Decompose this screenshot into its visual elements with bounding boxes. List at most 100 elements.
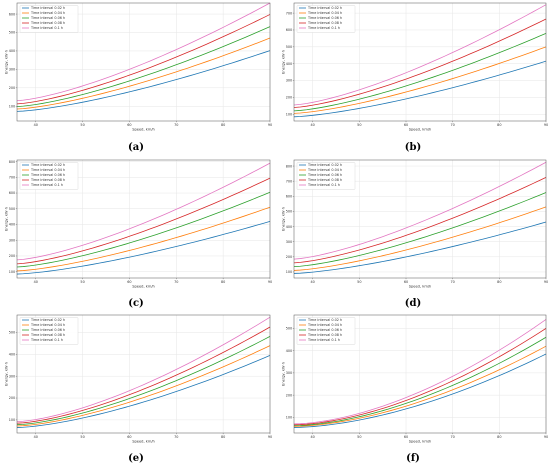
y-tick-label: 100	[9, 270, 15, 274]
panel-caption: (a)	[128, 142, 144, 153]
legend-box	[296, 317, 356, 345]
y-tick-label: 500	[286, 210, 292, 214]
y-tick-label: 200	[9, 396, 15, 400]
legend-entry: Time interval 0.08 h	[30, 21, 65, 25]
x-tick-label: 60	[127, 435, 131, 439]
x-axis-label: Speed, km/h	[132, 285, 155, 289]
legend-entry: Time interval 0.06 h	[30, 173, 65, 177]
series-line	[16, 326, 271, 424]
panel-caption: (b)	[405, 142, 421, 153]
y-tick-label: 500	[9, 331, 15, 335]
chart-panel: 40 50 60 70 80 90 100 200 300 400 500 Speed, km/h En…	[282, 314, 548, 464]
y-axis-label: Energy, kW·h	[5, 207, 9, 231]
y-tick-label: 100	[9, 104, 15, 108]
series-line	[293, 18, 547, 108]
x-tick-label: 40	[311, 435, 315, 439]
y-tick-label: 300	[9, 238, 15, 242]
y-axis-label: Energy, kW·h	[282, 362, 286, 386]
legend-entry: Time interval 0.04 h	[307, 168, 342, 172]
y-tick-label: 200	[9, 86, 15, 90]
y-tick-label: 400	[286, 62, 292, 66]
panel-caption: (d)	[405, 298, 421, 309]
x-tick-label: 40	[311, 123, 315, 127]
x-tick-label: 50	[80, 280, 84, 284]
legend-entry: Time interval 0.1 h	[307, 26, 340, 30]
y-tick-label: 200	[9, 254, 15, 258]
x-tick-label: 70	[174, 123, 178, 127]
y-tick-label: 300	[286, 240, 292, 244]
legend-entry: Time interval 0.06 h	[307, 173, 342, 177]
y-tick-label: 600	[9, 191, 15, 195]
legend-entry: Time interval 0.1 h	[307, 183, 340, 187]
x-axis-label: Speed, km/h	[409, 440, 432, 444]
legend-entry: Time interval 0.1 h	[307, 338, 340, 342]
x-tick-label: 70	[174, 280, 178, 284]
legend-box	[296, 162, 356, 190]
y-tick-label: 100	[286, 112, 292, 116]
series-line	[293, 345, 547, 427]
legend-entry: Time interval 0.08 h	[307, 178, 342, 182]
series-line	[293, 353, 547, 428]
x-tick-label: 80	[497, 280, 501, 284]
legend-entry: Time interval 0.04 h	[30, 323, 65, 327]
y-tick-label: 800	[9, 160, 15, 164]
y-tick-label: 300	[286, 79, 292, 83]
legend-entry: Time interval 0.02 h	[307, 6, 342, 10]
x-tick-label: 60	[404, 280, 408, 284]
series-line	[16, 206, 271, 272]
series-line	[16, 2, 271, 102]
y-tick-label: 400	[9, 49, 15, 53]
series-line	[293, 336, 547, 427]
legend-entry: Time interval 0.06 h	[307, 16, 342, 20]
y-axis-label: Energy, kW·h	[282, 50, 286, 74]
legend-entry: Time interval 0.02 h	[30, 6, 65, 10]
x-tick-label: 60	[127, 280, 131, 284]
plot-frame	[16, 2, 271, 122]
legend-box	[19, 317, 79, 345]
series-line	[16, 220, 271, 275]
legend-entry: Time interval 0.04 h	[307, 11, 342, 15]
y-tick-label: 300	[9, 68, 15, 72]
legend-box	[19, 162, 79, 190]
y-tick-label: 400	[286, 349, 292, 353]
y-tick-label: 300	[9, 374, 15, 378]
y-tick-label: 500	[9, 31, 15, 35]
legend-entry: Time interval 0.06 h	[307, 328, 342, 332]
series-line	[293, 192, 547, 268]
x-tick-label: 80	[221, 123, 225, 127]
x-tick-label: 90	[268, 123, 272, 127]
series-line	[16, 37, 271, 110]
plot-frame	[293, 314, 547, 434]
series-line	[16, 316, 271, 423]
series-line	[16, 177, 271, 265]
series-line	[16, 336, 271, 426]
x-tick-label: 60	[127, 123, 131, 127]
x-tick-label: 60	[404, 123, 408, 127]
x-tick-label: 60	[404, 435, 408, 439]
x-tick-label: 90	[544, 435, 548, 439]
x-tick-label: 70	[174, 435, 178, 439]
y-tick-label: 700	[286, 11, 292, 15]
series-line	[293, 46, 547, 114]
x-tick-label: 90	[268, 280, 272, 284]
y-tick-label: 600	[286, 28, 292, 32]
y-tick-label: 700	[9, 176, 15, 180]
chart-panel: 40 50 60 70 80 90 100 200 300 400 500 600 Speed, km/…	[5, 2, 272, 153]
plot-frame	[293, 159, 547, 279]
legend-entry: Time interval 0.04 h	[307, 323, 342, 327]
y-tick-label: 200	[286, 393, 292, 397]
chart-panel: 40 50 60 70 80 90 100 200 300 400 500 600 700 800 Spee…	[282, 159, 548, 309]
x-tick-label: 90	[544, 123, 548, 127]
x-axis-label: Speed, km/h	[132, 128, 155, 132]
series-line	[16, 26, 271, 108]
y-tick-label: 400	[9, 353, 15, 357]
panel-caption: (f)	[406, 453, 420, 464]
x-tick-label: 50	[80, 123, 84, 127]
series-line	[293, 221, 547, 274]
x-tick-label: 40	[34, 435, 38, 439]
legend-entry: Time interval 0.02 h	[30, 318, 65, 322]
series-line	[16, 355, 271, 428]
series-line	[293, 319, 547, 425]
legend-entry: Time interval 0.02 h	[30, 163, 65, 167]
series-line	[16, 14, 271, 105]
